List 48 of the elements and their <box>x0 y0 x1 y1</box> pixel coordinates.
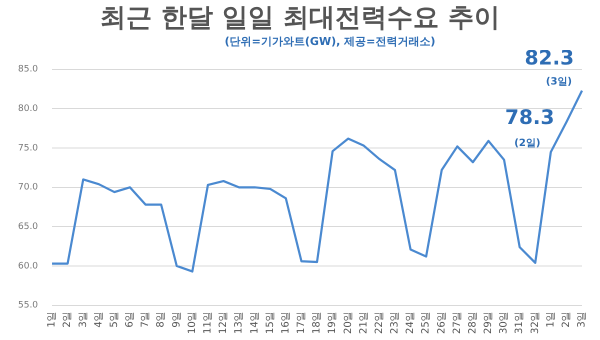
x-tick-label: 5일 <box>108 311 120 328</box>
x-tick-label: 20일 <box>342 311 354 334</box>
x-tick-label: 2일 <box>62 311 74 328</box>
y-tick-label: 85.0 <box>18 64 38 75</box>
x-tick-label: 8일 <box>156 311 167 328</box>
x-tick-label: 6일 <box>124 311 136 328</box>
x-tick-label: 19일 <box>327 311 338 334</box>
y-tick-label: 65.0 <box>18 222 38 232</box>
annotation: 82.3 <box>524 46 574 70</box>
y-tick-label: 75.0 <box>18 143 38 154</box>
y-tick-label: 55.0 <box>18 300 38 311</box>
x-tick-label: 18일 <box>312 311 323 334</box>
x-tick-label: 13일 <box>234 311 245 334</box>
x-tick-label: 26일 <box>436 311 448 334</box>
x-tick-label: 24일 <box>405 311 416 334</box>
x-tick-label: 22일 <box>374 311 385 334</box>
x-tick-label: 15일 <box>264 311 276 334</box>
x-tick-label: 29일 <box>483 311 494 334</box>
x-tick-label: 1일 <box>46 311 58 328</box>
x-tick-label: 7일 <box>140 311 152 328</box>
x-tick-label: 25일 <box>420 311 432 334</box>
x-tick-label: 1일 <box>545 311 556 328</box>
x-tick-label: 9일 <box>171 311 182 328</box>
x-tick-label: 11일 <box>202 311 214 334</box>
annotation: (2일) <box>514 138 540 150</box>
x-tick-label: 12일 <box>218 311 230 334</box>
x-tick-label: 21일 <box>358 311 370 334</box>
x-tick-label: 17일 <box>296 311 308 334</box>
x-tick-label: 31일 <box>514 311 526 334</box>
x-tick-label: 3일 <box>576 311 588 328</box>
y-tick-label: 80.0 <box>18 104 38 114</box>
x-tick-label: 28일 <box>467 311 478 334</box>
x-tick-label: 27일 <box>452 311 463 334</box>
x-tick-label: 4일 <box>93 311 104 328</box>
chart-subtitle: (단위=기가와트(GW), 제공=전력거래소) <box>224 35 436 48</box>
x-tick-label: 16일 <box>280 311 292 334</box>
chart-title: 최근 한달 일일 최대전력수요 추이 <box>98 2 502 34</box>
x-tick-label: 30일 <box>498 311 510 334</box>
x-tick-label: 32일 <box>530 311 541 334</box>
y-tick-label: 70.0 <box>18 182 38 193</box>
x-tick-label: 2일 <box>561 311 572 328</box>
annotation: (3일) <box>546 76 572 88</box>
annotation: 78.3 <box>505 105 554 130</box>
y-tick-label: 60.0 <box>18 261 38 272</box>
x-tick-label: 23일 <box>390 311 401 334</box>
x-tick-label: 10일 <box>186 311 198 334</box>
x-tick-label: 14일 <box>249 311 260 334</box>
x-tick-label: 3일 <box>78 311 89 328</box>
